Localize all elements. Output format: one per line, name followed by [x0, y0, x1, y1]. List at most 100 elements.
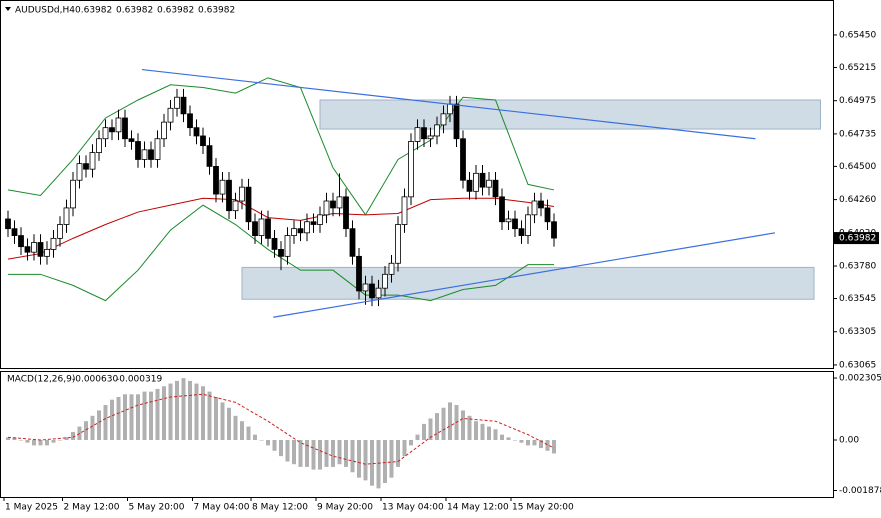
x-tick-label: 5 May 20:00 [129, 503, 185, 513]
x-tick-label: 7 May 04:00 [194, 503, 250, 513]
candle-body [512, 218, 518, 230]
macd-bar [71, 431, 75, 441]
macd-bar [532, 440, 537, 446]
candle-body [57, 224, 63, 239]
macd-bar [38, 440, 43, 446]
y-tick-label: 0.64260 [839, 195, 876, 205]
y-tick-label: 0.64975 [839, 96, 876, 106]
candle-body [161, 121, 167, 140]
menu-arrow[interactable] [5, 7, 11, 11]
macd-bar [526, 440, 530, 446]
candle-body [427, 135, 434, 140]
candle-body [180, 96, 187, 115]
signal-line [7, 393, 555, 465]
candle-body [304, 221, 310, 234]
candle-body [148, 149, 154, 160]
candle-body [369, 283, 375, 299]
y-tick-label: 0.63545 [839, 294, 876, 304]
candle-body [356, 255, 362, 292]
macd-bar [519, 440, 524, 443]
y-tick-label: 0.63065 [839, 360, 876, 370]
candle-body [83, 163, 89, 170]
macd-bar [435, 413, 439, 441]
candle-body [206, 145, 213, 167]
macd-bar [32, 440, 36, 446]
macd-bar [6, 437, 10, 441]
macd-bar [116, 397, 121, 441]
macd-readout: -0.000319 [116, 375, 162, 385]
candle-body [375, 287, 382, 299]
macd-bar [181, 378, 186, 441]
macd-bar [103, 405, 108, 441]
candle-body [187, 113, 193, 129]
candle-body [258, 218, 265, 236]
macd-bar [285, 440, 290, 462]
macd-bar [376, 440, 381, 489]
candle-body [460, 138, 466, 181]
candle-body [252, 221, 258, 236]
macd-bar [207, 391, 212, 441]
macd-bar [162, 386, 166, 441]
price-label: 0.63982 [839, 234, 876, 244]
candle-body [525, 214, 531, 236]
y-tick-label: 0.002305 [839, 374, 881, 384]
candle-body [226, 179, 232, 212]
candle-body [50, 237, 57, 250]
macd-bar [552, 440, 556, 454]
macd-bar [90, 415, 95, 441]
macd-bar [370, 440, 374, 486]
candle-body [239, 186, 245, 202]
candle-body [154, 138, 161, 160]
candle-body [473, 172, 479, 192]
y-tick-label: 0.64735 [839, 129, 876, 139]
x-tick-label: 9 May 20:00 [317, 503, 373, 513]
candle-body [278, 249, 284, 257]
ohlc-readout: 0.63982 [116, 6, 153, 16]
macd-bar [344, 440, 348, 467]
macd-bar [448, 402, 452, 441]
candle-body [193, 127, 200, 137]
macd-bar [539, 440, 543, 449]
macd-bar [506, 437, 511, 441]
candle-body [414, 127, 421, 142]
candle-body [76, 163, 83, 181]
macd-bar [214, 397, 218, 441]
macd-bar [467, 415, 472, 441]
macd-bar [357, 440, 361, 478]
y-tick-label: 0.00 [839, 436, 859, 446]
macd-bar [129, 394, 134, 441]
y-tick-label: 0.63780 [839, 262, 876, 272]
zone [319, 99, 821, 130]
candle-body [544, 207, 551, 223]
symbol-title: AUDUSDd,H4 [15, 6, 75, 16]
candle-body [63, 207, 70, 225]
candle-body [232, 200, 239, 212]
macd-bar [292, 440, 296, 465]
macd-bar [266, 440, 270, 446]
candle-body [362, 283, 369, 292]
candle-body [174, 96, 180, 109]
candle-body [518, 228, 525, 236]
macd-bar [25, 440, 30, 443]
macd-bar [84, 421, 88, 441]
candle-body [499, 196, 505, 223]
macd-bar [220, 402, 225, 441]
macd-bar [97, 410, 101, 441]
macd-bar [500, 434, 504, 441]
candle-body [505, 218, 512, 223]
candle-body [531, 200, 538, 216]
candle-body [453, 103, 460, 140]
y-tick-label: 0.63305 [839, 327, 876, 337]
candle-body [447, 103, 453, 115]
macd-bar [149, 391, 153, 441]
candle-body [96, 138, 102, 153]
macd-bar [480, 423, 485, 441]
macd-bar [188, 380, 192, 441]
candle-body [479, 172, 486, 188]
x-tick-label: 13 May 04:00 [382, 503, 444, 513]
macd-bar [350, 440, 355, 473]
candle-body [115, 117, 122, 133]
candle-body [388, 262, 395, 275]
macd-bar [272, 440, 277, 451]
